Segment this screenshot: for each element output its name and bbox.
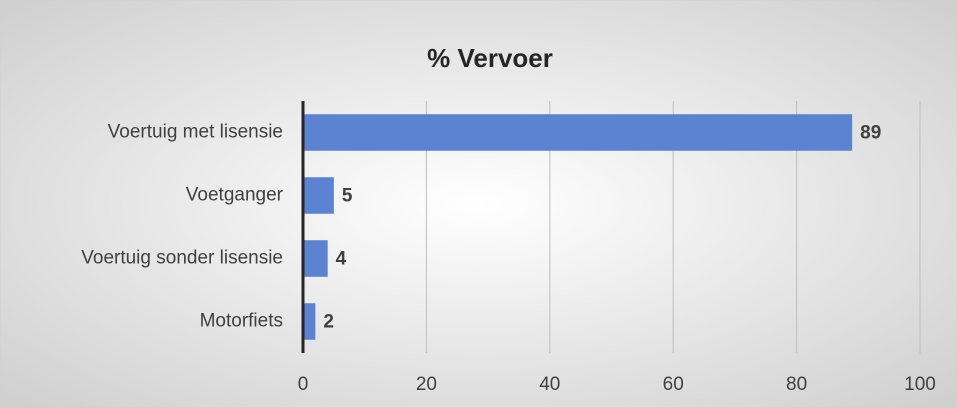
data-label: 5 xyxy=(342,186,353,207)
bar xyxy=(303,240,328,277)
data-label: 4 xyxy=(336,249,347,270)
y-tick-label: Voertuig met lisensie xyxy=(108,122,283,143)
x-tick-label: 40 xyxy=(539,374,560,395)
x-tick-label: 100 xyxy=(904,374,936,395)
x-tick-label: 20 xyxy=(416,374,437,395)
bar xyxy=(303,303,316,340)
data-label: 2 xyxy=(323,312,334,333)
chart-title: % Vervoer xyxy=(427,43,553,73)
bar xyxy=(303,177,334,214)
data-label: 89 xyxy=(860,123,881,144)
x-tick-label: 80 xyxy=(786,374,807,395)
y-tick-label: Voetganger xyxy=(186,185,284,206)
x-tick-label: 0 xyxy=(298,374,309,395)
y-tick-label: Motorfiets xyxy=(200,311,283,332)
y-tick-label: Voertuig sonder lisensie xyxy=(81,248,283,269)
x-tick-label: 60 xyxy=(663,374,684,395)
bar xyxy=(303,114,853,151)
